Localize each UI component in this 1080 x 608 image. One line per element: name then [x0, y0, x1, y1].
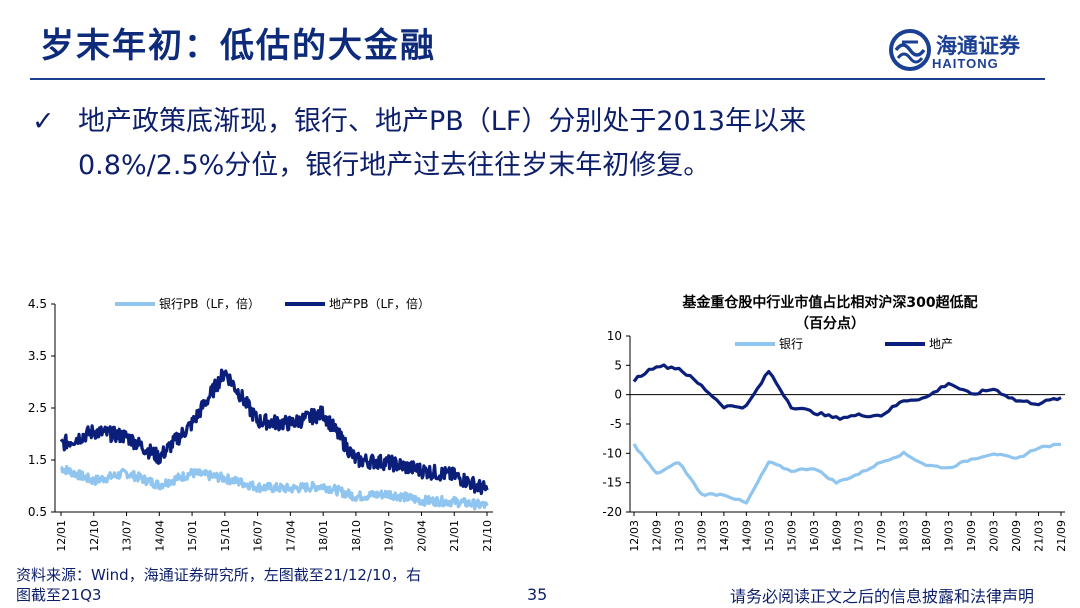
legend-label: 银行PB（LF，倍） [159, 296, 260, 311]
x-tick-label: 15/03 [763, 520, 776, 552]
x-tick-label: 19/03 [943, 520, 956, 552]
chart-subtitle: （百分点） [795, 315, 865, 332]
y-tick-label: -5 [610, 417, 622, 431]
x-tick-label: 13/03 [673, 520, 686, 552]
y-tick-label: -10 [602, 446, 622, 460]
x-tick-label: 21/10 [481, 520, 494, 552]
x-tick-label: 20/03 [988, 520, 1001, 552]
x-tick-label: 17/09 [875, 520, 888, 552]
x-tick-label: 16/03 [808, 520, 821, 552]
x-tick-label: 13/09 [695, 520, 708, 552]
y-tick-label: 0 [614, 388, 622, 402]
series-line-bank [60, 464, 489, 511]
x-tick-label: 21/09 [1055, 520, 1068, 552]
title-divider [30, 78, 1045, 80]
y-tick-label: 10 [607, 329, 622, 343]
x-tick-label: 17/03 [853, 520, 866, 552]
x-tick-label: 18/10 [350, 520, 363, 552]
checkmark-icon: ✓ [32, 106, 55, 137]
x-tick-label: 15/09 [785, 520, 798, 552]
y-tick-label: 1.5 [28, 453, 47, 467]
y-tick-label: 5 [614, 358, 622, 372]
y-tick-label: -15 [602, 476, 622, 490]
y-tick-label: 0.5 [28, 505, 47, 519]
company-logo: 海通证券 HAITONG [888, 28, 1048, 76]
x-tick-label: 17/04 [284, 520, 297, 552]
x-tick-label: 15/01 [186, 520, 199, 552]
source-note: 资料来源：Wind，海通证券研究所，左图截至21/12/10，右 图截至21Q3 [16, 565, 506, 605]
x-tick-label: 21/03 [1033, 520, 1046, 552]
x-tick-label: 21/01 [448, 520, 461, 552]
x-tick-label: 12/10 [88, 520, 101, 552]
chart-title: 基金重仓股中行业市值占比相对沪深300超低配 [682, 294, 977, 311]
series-line-property [59, 368, 489, 496]
x-tick-label: 20/09 [1010, 520, 1023, 552]
x-tick-label: 15/10 [219, 520, 232, 552]
x-tick-label: 14/04 [153, 520, 166, 552]
x-tick-label: 18/01 [317, 520, 330, 552]
x-tick-label: 14/03 [718, 520, 731, 552]
haitong-logo-icon [889, 29, 931, 71]
x-tick-label: 12/01 [55, 520, 68, 552]
y-tick-label: 3.5 [28, 349, 47, 363]
x-tick-label: 12/03 [628, 520, 641, 552]
y-tick-label: -20 [602, 505, 622, 519]
source-line-1: 资料来源：Wind，海通证券研究所，左图截至21/12/10，右 [16, 566, 422, 584]
logo-text-en: HAITONG [932, 56, 999, 71]
series-line-property [632, 363, 1062, 421]
series-line-bank [632, 442, 1062, 505]
x-tick-label: 20/04 [415, 520, 428, 552]
disclaimer: 请务必阅读正文之后的信息披露和法律声明 [730, 587, 1035, 606]
legend-label: 地产 [929, 337, 953, 351]
x-tick-label: 18/03 [898, 520, 911, 552]
logo-text-cn: 海通证券 [936, 33, 1020, 58]
source-line-2: 图截至21Q3 [16, 586, 102, 604]
fund-allocation-line-chart: 基金重仓股中行业市值占比相对沪深300超低配 （百分点） 10 5 0 -5 -10 -15 -… [602, 294, 1068, 552]
x-tick-label: 13/07 [121, 520, 134, 552]
x-tick-label: 19/07 [383, 520, 396, 552]
pb-line-chart: 4.5 3.5 2.5 1.5 0.5 12/01 12/10 13/07 14/04 15/01… [28, 296, 494, 552]
y-tick-label: 2.5 [28, 401, 47, 415]
x-tick-label: 16/09 [830, 520, 843, 552]
x-tick-label: 16/07 [252, 520, 265, 552]
bullet-line-2: 0.8%/2.5%分位，银行地产过去往往岁末年初修复。 [78, 150, 711, 181]
x-tick-label: 14/09 [740, 520, 753, 552]
page-title: 岁末年初：低估的大金融 [40, 26, 436, 66]
x-tick-label: 12/09 [650, 520, 663, 552]
legend-label: 银行 [779, 337, 803, 351]
x-tick-label: 19/09 [965, 520, 978, 552]
page-number: 35 [527, 585, 548, 604]
legend-label: 地产PB（LF，倍） [329, 296, 430, 311]
y-tick-label: 4.5 [28, 297, 47, 311]
bullet-line-1: 地产政策底渐现，银行、地产PB（LF）分别处于2013年以来 [78, 106, 807, 137]
x-tick-label: 18/09 [920, 520, 933, 552]
